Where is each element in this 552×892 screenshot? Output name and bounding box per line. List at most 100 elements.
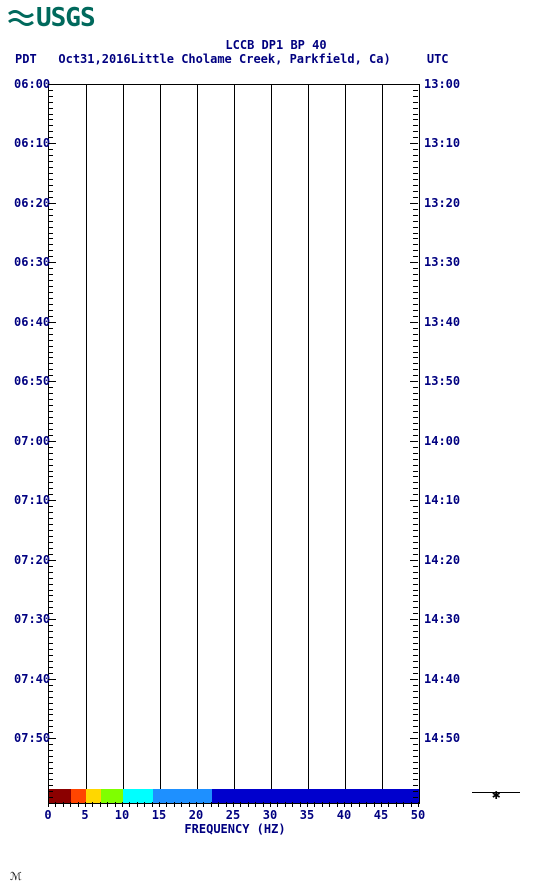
y-minor [413,161,418,162]
y-minor [48,661,53,662]
y-minor [48,221,53,222]
y-minor [48,595,53,596]
y-minor [48,256,53,257]
x-tick: 30 [263,808,277,822]
y-minor [48,298,53,299]
x-minor [211,802,212,807]
spectro-segment [101,789,123,803]
gridline-v [345,85,346,803]
y-minor [413,405,418,406]
x-minor [359,802,360,807]
x-minor [366,802,367,807]
y-tick-mark [410,143,418,144]
usgs-wave-icon [8,7,34,29]
y-minor [48,655,53,656]
y-minor [413,655,418,656]
y-minor [48,453,53,454]
spectro-segment [123,789,153,803]
y-minor [413,102,418,103]
y-minor [413,149,418,150]
y-minor [48,797,53,798]
y-tick-right: 13:40 [424,315,460,329]
y-minor [48,459,53,460]
y-minor [48,779,53,780]
y-tick-mark [48,500,56,501]
y-tick-left: 07:10 [14,493,50,507]
y-minor [413,340,418,341]
y-minor [413,465,418,466]
y-minor [48,673,53,674]
x-minor [403,802,404,807]
x-tick: 20 [189,808,203,822]
y-minor [413,524,418,525]
spectro-segment [86,789,101,803]
y-minor [48,328,53,329]
y-tick-mark [48,441,56,442]
chart-subtitle: PDT Oct31,2016Little Cholame Creek, Park… [15,52,449,66]
y-minor [413,785,418,786]
y-minor [48,96,53,97]
y-minor [413,703,418,704]
y-minor [413,357,418,358]
y-tick-left: 06:10 [14,136,50,150]
y-minor [48,482,53,483]
gridline-v [308,85,309,803]
y-minor [48,494,53,495]
y-tick-mark [410,262,418,263]
y-minor [48,429,53,430]
y-minor [413,119,418,120]
y-minor [413,494,418,495]
y-minor [48,584,53,585]
x-tick: 45 [374,808,388,822]
x-minor [388,802,389,807]
x-minor [78,802,79,807]
y-minor [413,209,418,210]
y-minor [48,393,53,394]
x-tick: 35 [300,808,314,822]
y-minor [413,96,418,97]
y-minor [48,215,53,216]
y-minor [413,542,418,543]
y-minor [48,649,53,650]
y-minor [413,649,418,650]
y-minor [413,155,418,156]
y-minor [413,578,418,579]
y-minor [413,779,418,780]
y-minor [413,411,418,412]
x-tick: 40 [337,808,351,822]
x-minor [411,802,412,807]
y-tick-right: 14:30 [424,612,460,626]
y-tick-mark [410,441,418,442]
y-minor [48,524,53,525]
y-minor [48,703,53,704]
x-minor [374,802,375,807]
y-tick-mark [48,84,56,85]
x-minor [70,802,71,807]
y-minor [413,328,418,329]
y-minor [48,209,53,210]
y-minor [48,125,53,126]
y-minor [413,762,418,763]
x-minor [233,802,234,807]
y-minor [413,482,418,483]
x-minor [226,802,227,807]
y-minor [48,197,53,198]
x-minor [322,802,323,807]
chart-location: Little Cholame Creek, Parkfield, Ca) [131,52,391,66]
y-minor [413,476,418,477]
y-minor [413,221,418,222]
y-minor [413,197,418,198]
y-minor [413,732,418,733]
y-minor [48,506,53,507]
x-minor [203,802,204,807]
y-minor [413,548,418,549]
y-minor [413,518,418,519]
y-minor [413,250,418,251]
logo-text: USGS [36,3,95,33]
y-tick-mark [410,381,418,382]
y-minor [413,714,418,715]
x-minor [255,802,256,807]
y-minor [48,316,53,317]
y-minor [413,346,418,347]
x-tick: 10 [115,808,129,822]
